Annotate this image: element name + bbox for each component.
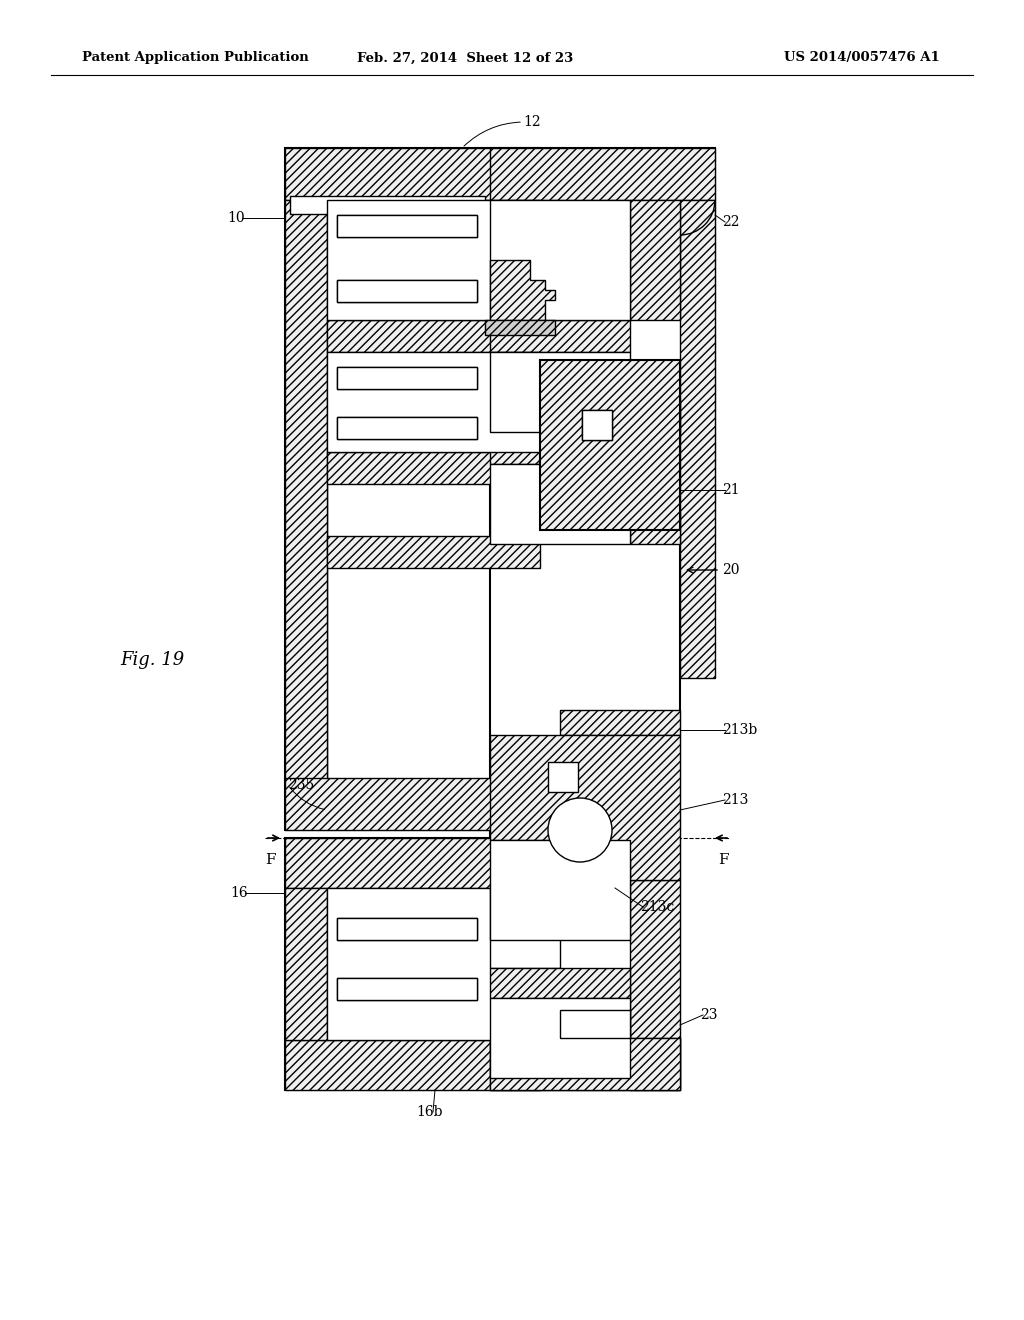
Bar: [680, 201, 715, 678]
Text: 12: 12: [523, 115, 541, 129]
Bar: [485, 319, 555, 335]
Bar: [582, 411, 612, 440]
Text: 235: 235: [288, 777, 314, 792]
Bar: [490, 352, 630, 432]
Bar: [630, 201, 680, 319]
Polygon shape: [490, 148, 715, 1090]
Bar: [490, 998, 630, 1078]
Bar: [327, 888, 540, 1040]
Bar: [285, 838, 540, 888]
Bar: [337, 280, 477, 302]
Bar: [327, 201, 540, 319]
Bar: [337, 417, 477, 440]
Bar: [482, 201, 518, 319]
Text: F: F: [718, 853, 728, 867]
Bar: [337, 978, 477, 1001]
Bar: [337, 215, 477, 238]
Bar: [490, 148, 715, 201]
Text: 21: 21: [722, 483, 739, 498]
Bar: [290, 195, 485, 214]
Bar: [337, 280, 477, 302]
Bar: [285, 777, 540, 830]
Bar: [490, 840, 630, 940]
Text: 22: 22: [722, 215, 739, 228]
Text: Feb. 27, 2014  Sheet 12 of 23: Feb. 27, 2014 Sheet 12 of 23: [357, 51, 573, 65]
Bar: [337, 978, 477, 1001]
Bar: [490, 201, 630, 319]
Bar: [285, 148, 540, 201]
Text: 16b: 16b: [417, 1105, 443, 1119]
Bar: [337, 367, 477, 389]
Bar: [548, 762, 578, 792]
Bar: [490, 888, 560, 968]
Text: US 2014/0057476 A1: US 2014/0057476 A1: [784, 51, 940, 65]
Bar: [327, 451, 540, 484]
Bar: [327, 352, 540, 451]
Text: F: F: [265, 853, 275, 867]
Polygon shape: [490, 735, 680, 880]
Bar: [490, 968, 630, 998]
Bar: [285, 1040, 540, 1090]
Bar: [337, 215, 477, 238]
Bar: [630, 512, 680, 544]
Bar: [285, 195, 327, 826]
Bar: [337, 917, 477, 940]
Bar: [490, 1038, 680, 1090]
Bar: [327, 536, 540, 568]
Text: 20: 20: [722, 564, 739, 577]
Bar: [285, 888, 327, 1040]
Circle shape: [548, 799, 612, 862]
Bar: [490, 319, 630, 352]
Text: 213c: 213c: [640, 900, 674, 913]
Bar: [285, 201, 327, 826]
Text: 23: 23: [700, 1008, 718, 1022]
Bar: [337, 417, 477, 440]
Text: 213b: 213b: [722, 723, 758, 737]
Bar: [337, 917, 477, 940]
Bar: [560, 1010, 630, 1038]
Bar: [327, 319, 540, 352]
Bar: [560, 710, 680, 735]
Text: 213: 213: [722, 793, 749, 807]
Bar: [285, 148, 540, 195]
Bar: [630, 880, 680, 1090]
Bar: [582, 411, 612, 440]
Bar: [490, 465, 630, 544]
Bar: [337, 367, 477, 389]
Bar: [630, 400, 680, 432]
Polygon shape: [285, 148, 540, 830]
Text: Fig. 19: Fig. 19: [120, 651, 184, 669]
Polygon shape: [285, 838, 540, 1090]
Text: Patent Application Publication: Patent Application Publication: [82, 51, 309, 65]
Bar: [490, 432, 630, 465]
Polygon shape: [490, 260, 555, 319]
Bar: [490, 1038, 680, 1090]
Text: 10: 10: [227, 211, 245, 224]
Bar: [540, 360, 680, 531]
Bar: [290, 195, 406, 214]
Text: 16: 16: [230, 886, 248, 900]
